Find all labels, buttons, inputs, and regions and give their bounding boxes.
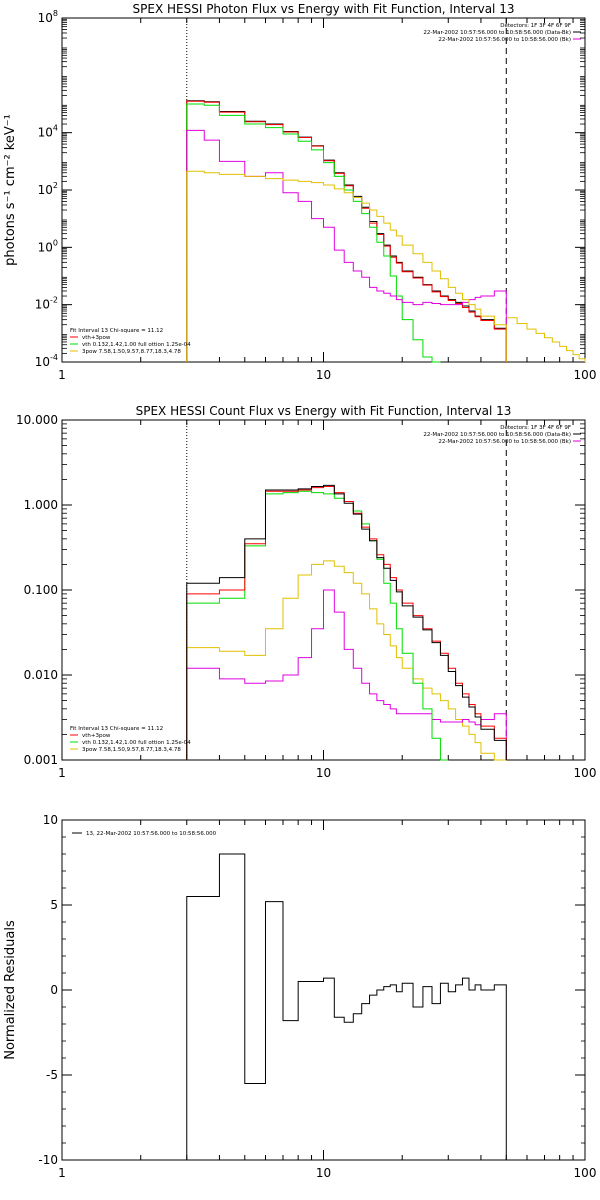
y-tick-label: 0.100 — [24, 583, 58, 597]
y-tick-label: 10 — [43, 813, 58, 827]
x-tick-label: 1 — [58, 1166, 66, 1180]
x-tick-label: 1 — [58, 368, 66, 382]
legend-text: Fit Interval 13 Chi-square = 11.12 — [70, 328, 163, 334]
series-magenta — [186, 589, 507, 760]
legend-text: Fit Interval 13 Chi-square = 11.12 — [70, 726, 163, 732]
y-tick-label: 0 — [50, 983, 58, 997]
series-magenta — [186, 129, 507, 362]
series-yellow — [186, 560, 507, 761]
y-tick-label: 10-4 — [35, 353, 58, 369]
chart-panel-1: SPEX HESSI Photon Flux vs Energy with Fi… — [3, 2, 596, 382]
y-tick-label: -5 — [46, 1068, 58, 1082]
legend-text: 3pow 7.58,1.50,9.57,8.77,18.3,4.78 — [82, 747, 181, 753]
y-tick-label: 100 — [38, 238, 58, 254]
series-green — [186, 490, 449, 761]
legend-text: 22-Mar-2002 10:57:56.000 to 10:58:56.000… — [438, 439, 571, 445]
x-tick-label: 1 — [58, 766, 66, 780]
legend-text: 22-Mar-2002 10:57:56.000 to 10:58:56.000… — [423, 30, 571, 36]
x-tick-label: 10 — [316, 766, 331, 780]
y-tick-label: 102 — [38, 181, 58, 197]
series-yellow-tail — [505, 317, 586, 362]
y-axis-label: photons s⁻¹ cm⁻² keV⁻¹ — [3, 114, 18, 266]
y-tick-label: 10-2 — [35, 296, 58, 312]
legend-text: Detectors: 1F 3F 4F 6F 9F — [500, 23, 571, 29]
y-axis-label: Normalized Residuals — [3, 920, 18, 1060]
legend-text: 22-Mar-2002 10:57:56.000 to 10:58:56.000… — [438, 37, 571, 43]
y-tick-label: 0.010 — [24, 668, 58, 682]
legend-text: 13, 22-Mar-2002 10:57:56.000 to 10:58:56… — [86, 831, 217, 837]
chart-panel-2: SPEX HESSI Count Flux vs Energy with Fit… — [16, 404, 596, 780]
series-yellow — [186, 170, 507, 362]
x-tick-label: 100 — [574, 1166, 597, 1180]
y-tick-label: -10 — [38, 1153, 58, 1167]
y-tick-label: 0.001 — [24, 753, 58, 767]
legend-text: vth+3pow — [82, 733, 111, 739]
series-residuals — [186, 853, 507, 1160]
series-green — [186, 103, 441, 363]
legend-text: vth+3pow — [82, 335, 111, 341]
legend-text: vth 0.132,1.42,1.00 full ottion 1.25e-04 — [82, 342, 191, 348]
legend-text: Detectors: 1F 3F 4F 6F 9F — [500, 425, 571, 431]
legend-text: 3pow 7.58,1.50,9.57,8.77,18.3,4.78 — [82, 349, 181, 355]
chart-title: SPEX HESSI Count Flux vs Energy with Fit… — [136, 404, 512, 418]
legend-text: vth 0.132,1.42,1.00 full ottion 1.25e-04 — [82, 740, 191, 746]
y-tick-label: 5 — [50, 898, 58, 912]
series-black — [186, 484, 507, 760]
y-tick-label: 108 — [38, 9, 58, 25]
chart-title: SPEX HESSI Photon Flux vs Energy with Fi… — [133, 2, 515, 16]
y-tick-label: 1.000 — [24, 498, 58, 512]
chart-panel-3: 1 10 100 -10 -5 0 5 10 Normalized Residuals 13, 2… — [3, 813, 596, 1180]
series-black — [186, 100, 507, 362]
series-red — [186, 100, 507, 362]
x-tick-label: 10 — [316, 1166, 331, 1180]
legend-text: 22-Mar-2002 10:57:56.000 to 10:58:56.000… — [423, 432, 571, 438]
x-tick-label: 100 — [574, 368, 597, 382]
y-tick-label: 10.000 — [16, 413, 58, 427]
x-tick-label: 10 — [316, 368, 331, 382]
x-tick-label: 100 — [574, 766, 597, 780]
y-tick-label: 104 — [38, 124, 58, 140]
